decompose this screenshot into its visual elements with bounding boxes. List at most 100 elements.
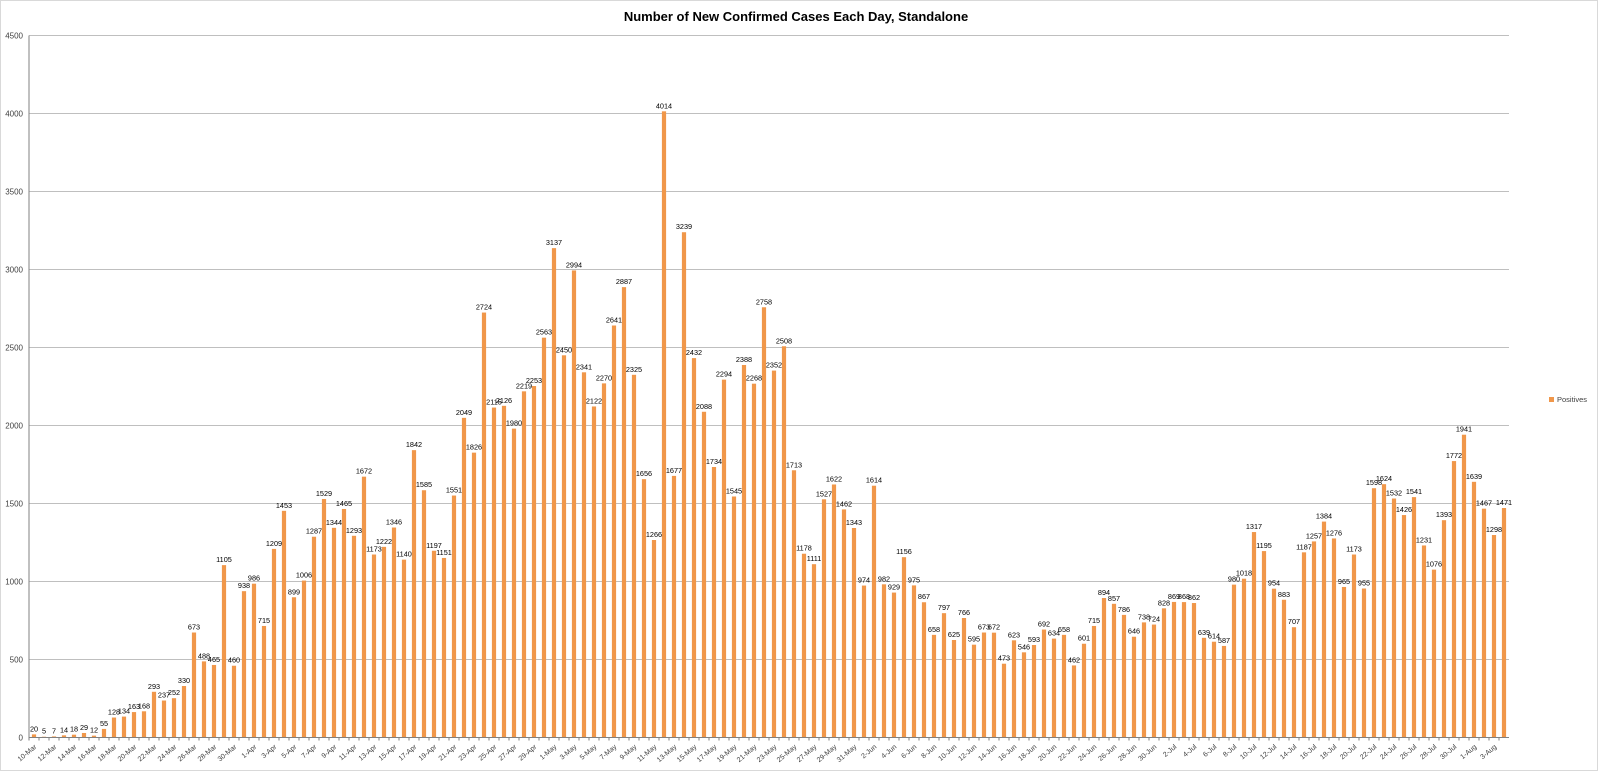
bar — [371, 554, 377, 738]
x-tick-label: 22-Jul — [1359, 743, 1378, 761]
x-tick-label: 23-May — [756, 743, 779, 764]
bar — [571, 270, 577, 738]
data-label: 163 — [128, 702, 140, 711]
bar — [441, 557, 447, 738]
data-label: 14 — [60, 725, 68, 734]
bar — [141, 711, 147, 738]
x-tick-label: 28-Mar — [197, 743, 219, 763]
data-label: 1941 — [1456, 425, 1472, 434]
data-label: 134 — [118, 707, 130, 716]
x-tick-label: 18-Mar — [97, 743, 119, 763]
bar — [1161, 608, 1167, 738]
data-label: 1826 — [466, 443, 482, 452]
x-tick-label: 19-May — [716, 743, 739, 764]
bar — [1251, 532, 1257, 738]
data-label: 965 — [1338, 577, 1350, 586]
x-tick-label: 26-Jul — [1399, 743, 1418, 761]
bar — [1001, 663, 1007, 738]
data-label: 1343 — [846, 518, 862, 527]
bar — [1481, 508, 1487, 738]
bar — [1021, 652, 1027, 738]
x-tick-label: 20-Jun — [1037, 744, 1058, 763]
bar — [991, 632, 997, 738]
bar — [951, 640, 957, 738]
bar — [631, 374, 637, 738]
bar — [341, 508, 347, 738]
y-tick-label: 2500 — [5, 344, 23, 353]
data-label: 797 — [938, 603, 950, 612]
bar — [1291, 627, 1297, 738]
data-label: 1453 — [276, 501, 292, 510]
data-label: 1187 — [1296, 542, 1312, 551]
bar — [1491, 535, 1497, 738]
data-label: 2450 — [556, 345, 572, 354]
bar — [461, 417, 467, 738]
bar — [661, 111, 667, 738]
data-label: 868 — [1178, 592, 1190, 601]
axes — [28, 35, 1509, 741]
x-tick-label: 6-Jul — [1202, 743, 1218, 758]
bar — [581, 372, 587, 738]
data-label: 938 — [238, 581, 250, 590]
bar — [751, 383, 757, 738]
data-label: 587 — [1218, 636, 1230, 645]
data-label: 639 — [1198, 628, 1210, 637]
x-tick-label: 22-Mar — [137, 743, 159, 763]
y-tick-label: 3000 — [5, 266, 23, 275]
bar — [731, 496, 737, 738]
bar — [1311, 541, 1317, 738]
bar — [821, 499, 827, 738]
bar — [531, 386, 537, 738]
x-tick-label: 5-May — [579, 743, 599, 761]
bar — [1451, 461, 1457, 738]
x-axis-ticks: 10-Mar12-Mar14-Mar16-Mar18-Mar20-Mar22-M… — [17, 743, 1499, 764]
data-label: 1105 — [216, 555, 232, 564]
bar — [111, 717, 117, 738]
data-label: 237 — [158, 691, 170, 700]
data-label: 672 — [988, 623, 1000, 632]
bar — [31, 734, 37, 738]
data-label: 982 — [878, 574, 890, 583]
bar — [221, 565, 227, 738]
bar — [161, 700, 167, 738]
x-tick-label: 14-Jun — [977, 744, 998, 763]
bar — [801, 553, 807, 738]
bar — [1341, 586, 1347, 738]
x-tick-label: 7-Apr — [301, 743, 319, 760]
bar — [291, 597, 297, 738]
bar — [1201, 637, 1207, 738]
data-label: 2325 — [626, 365, 642, 374]
data-label: 20 — [30, 724, 38, 733]
data-label: 2341 — [576, 362, 592, 371]
bar — [851, 527, 857, 738]
bar — [781, 346, 787, 738]
data-label: 2088 — [696, 402, 712, 411]
bar — [171, 698, 177, 738]
x-tick-label: 14-Mar — [57, 743, 79, 763]
x-tick-label: 2-Jul — [1162, 743, 1178, 758]
x-tick-label: 4-Jun — [880, 744, 898, 761]
bar — [271, 548, 277, 738]
data-label: 252 — [168, 688, 180, 697]
x-tick-label: 18-Jul — [1319, 743, 1338, 761]
data-label: 1541 — [1406, 487, 1422, 496]
data-label: 658 — [928, 625, 940, 634]
data-label: 2270 — [596, 373, 612, 382]
bar — [211, 664, 217, 738]
bar — [931, 634, 937, 738]
x-tick-label: 10-Jul — [1239, 743, 1258, 761]
x-tick-label: 12-Mar — [37, 743, 59, 763]
bar — [1381, 484, 1387, 738]
data-label: 1842 — [406, 440, 422, 449]
data-label: 2122 — [586, 396, 602, 405]
data-label: 2563 — [536, 328, 552, 337]
bar — [1441, 520, 1447, 738]
data-label: 1734 — [706, 457, 722, 466]
x-tick-label: 11-May — [636, 743, 658, 763]
data-label: 330 — [178, 676, 190, 685]
data-label: 980 — [1228, 575, 1240, 584]
data-label: 1471 — [1496, 498, 1512, 507]
data-label: 673 — [188, 623, 200, 632]
